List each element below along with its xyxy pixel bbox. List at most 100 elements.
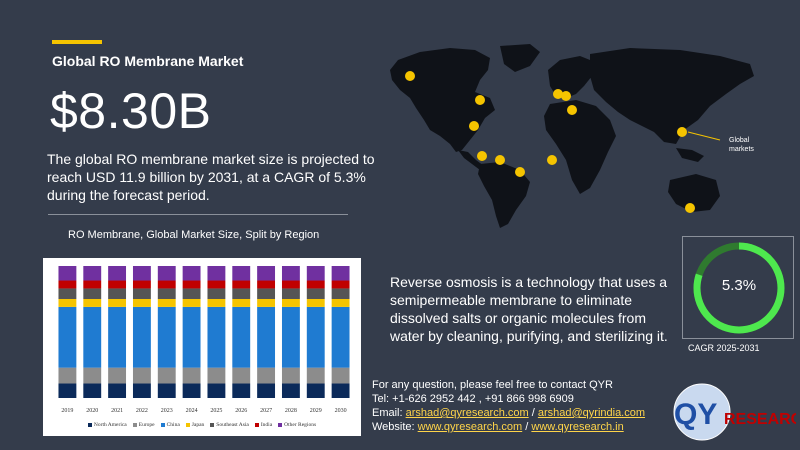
bar-segment-southeast-asia-2027 [257,288,276,299]
logo-qy: QY [674,398,717,431]
legend-item: Southeast Asia [210,422,249,428]
email-link-2[interactable]: arshad@qyrindia.com [537,407,646,419]
marker-west-africa [547,155,557,165]
bar-segment-europe-2027 [257,367,276,384]
marker-florida [469,121,479,131]
bar-segment-europe-2020 [83,367,102,384]
bar-segment-other-regions-2023 [157,266,176,281]
legend-label: Japan [191,422,205,428]
bar-segment-southeast-asia-2026 [232,288,251,299]
bar-segment-china-2019 [58,306,77,368]
cagr-caption: CAGR 2025-2031 [688,343,760,353]
website-link-2[interactable]: www.qyresearch.in [531,421,624,433]
legend-swatch [87,423,92,427]
x-tick-label: 2025 [210,408,222,414]
marker-venezuela [495,155,505,165]
legend-label: China [166,422,180,428]
legend-label: India [260,422,273,428]
contact-intro: For any question, please feel free to co… [372,379,613,391]
australia-shape [668,174,720,212]
x-tick-label: 2019 [61,408,73,414]
bar-segment-north-america-2027 [257,383,276,398]
bar-segment-india-2025 [207,280,226,289]
south-america-shape [478,162,530,228]
bar-segment-southeast-asia-2019 [58,288,77,299]
legend-swatch [185,423,190,427]
bar-segment-china-2023 [157,306,176,368]
cagr-value: 5.3% [721,277,757,294]
bar-segment-southeast-asia-2025 [207,288,226,299]
legend-label: Other Regions [284,422,317,428]
bar-segment-europe-2026 [232,367,251,384]
marker-australia [685,203,695,213]
contact-block: For any question, please feel free to co… [372,378,682,434]
marker-alaska [405,71,415,81]
chart-legend: North America Europe China Japan Southeast A… [43,422,361,428]
bar-segment-north-america-2029 [306,383,325,398]
bar-segment-india-2019 [58,280,77,289]
bar-segment-north-america-2019 [58,383,77,398]
marker-europe-2 [567,105,577,115]
bar-segment-japan-2021 [108,299,127,307]
bar-segment-north-america-2025 [207,383,226,398]
bar-segment-north-america-2020 [83,383,102,398]
bar-segment-china-2030 [331,306,350,368]
x-tick-label: 2026 [235,408,247,414]
bar-segment-other-regions-2027 [257,266,276,281]
bar-segment-japan-2029 [306,299,325,307]
bar-segment-other-regions-2019 [58,266,77,281]
bar-segment-southeast-asia-2022 [132,288,151,299]
bar-segment-india-2028 [281,280,300,289]
bar-segment-china-2021 [108,306,127,368]
legend-swatch [132,423,137,427]
legend-item: Europe [132,422,155,428]
legend-item: North America [87,422,127,428]
bar-segment-europe-2021 [108,367,127,384]
bar-segment-southeast-asia-2024 [182,288,201,299]
legend-item: India [254,422,273,428]
legend-swatch [210,423,215,427]
bar-segment-europe-2019 [58,367,77,384]
x-tick-label: 2021 [111,408,123,414]
greenland-shape [500,44,540,72]
email-link-1[interactable]: arshad@qyresearch.com [405,407,529,419]
label-pointer [687,131,721,141]
marker-europe-1 [561,91,571,101]
bar-segment-japan-2025 [207,299,226,307]
bar-segment-southeast-asia-2029 [306,288,325,299]
website-label: Website: [372,421,418,433]
bar-segment-europe-2024 [182,367,201,384]
bar-segment-other-regions-2028 [281,266,300,281]
divider [48,214,348,215]
bar-segment-china-2026 [232,306,251,368]
bar-segment-india-2023 [157,280,176,289]
logo-research: RESEARCH [724,411,796,428]
x-tick-label: 2028 [285,408,297,414]
x-tick-label: 2030 [335,408,347,414]
x-tick-label: 2027 [260,408,272,414]
marker-brazil [515,167,525,177]
bar-segment-north-america-2026 [232,383,251,398]
website-link-1[interactable]: www.qyresearch.com [417,421,523,433]
bar-segment-china-2029 [306,306,325,368]
bar-segment-southeast-asia-2021 [108,288,127,299]
contact-email-line: Email: arshad@qyresearch.com / arshad@qy… [372,406,682,420]
map-label: Global markets [729,137,754,153]
world-map [390,44,754,228]
bar-segment-india-2026 [232,280,251,289]
africa-shape [544,100,616,194]
legend-swatch [278,423,283,427]
bar-segment-japan-2022 [132,299,151,307]
website-separator: / [522,421,532,433]
legend-item: Japan [185,422,205,428]
legend-label: Southeast Asia [216,422,249,428]
cagr-gauge-box: 5.3% [682,236,794,339]
bar-segment-other-regions-2021 [108,266,127,281]
page-title: Global RO Membrane Market [52,53,244,69]
bar-segment-europe-2029 [306,367,325,384]
bar-segment-north-america-2022 [132,383,151,398]
x-tick-label: 2024 [186,408,198,414]
legend-label: Europe [138,422,155,428]
bar-segment-japan-2027 [257,299,276,307]
bar-segment-japan-2024 [182,299,201,307]
